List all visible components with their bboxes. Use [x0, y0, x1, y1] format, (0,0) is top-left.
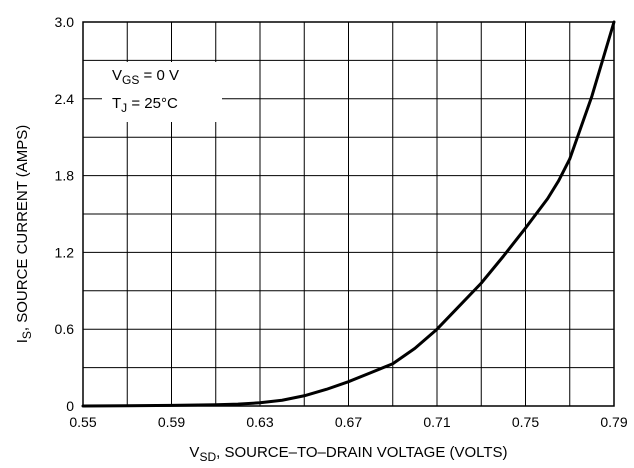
x-tick-label: 0.55	[69, 414, 96, 430]
x-tick-label: 0.71	[423, 414, 450, 430]
y-axis-label: IS, SOURCE CURRENT (AMPS)	[14, 125, 34, 344]
annotation-box	[102, 62, 222, 122]
annotation-tj: TJ = 25°C	[112, 95, 178, 115]
x-tick-labels: 0.55 0.59 0.63 0.67 0.71 0.75 0.79	[69, 414, 627, 430]
y-tick-label: 0	[66, 398, 74, 414]
x-axis-label: VSD, SOURCE–TO–DRAIN VOLTAGE (VOLTS)	[189, 444, 507, 464]
y-tick-label: 3.0	[55, 14, 75, 30]
plot-frame	[82, 21, 615, 407]
y-tick-label: 2.4	[55, 91, 75, 107]
y-tick-label: 0.6	[55, 321, 75, 337]
y-tick-labels: 0 0.6 1.2 1.8 2.4 3.0	[55, 14, 75, 414]
grid-lines	[83, 22, 614, 406]
x-tick-label: 0.59	[158, 414, 185, 430]
x-tick-label: 0.75	[512, 414, 539, 430]
series-line	[81, 20, 616, 408]
x-tick-label: 0.79	[600, 414, 627, 430]
annotation-vgs: VGS = 0 V	[112, 67, 179, 87]
x-tick-label: 0.63	[246, 414, 273, 430]
y-tick-label: 1.8	[55, 168, 75, 184]
y-tick-label: 1.2	[55, 244, 75, 260]
x-tick-label: 0.67	[335, 414, 362, 430]
